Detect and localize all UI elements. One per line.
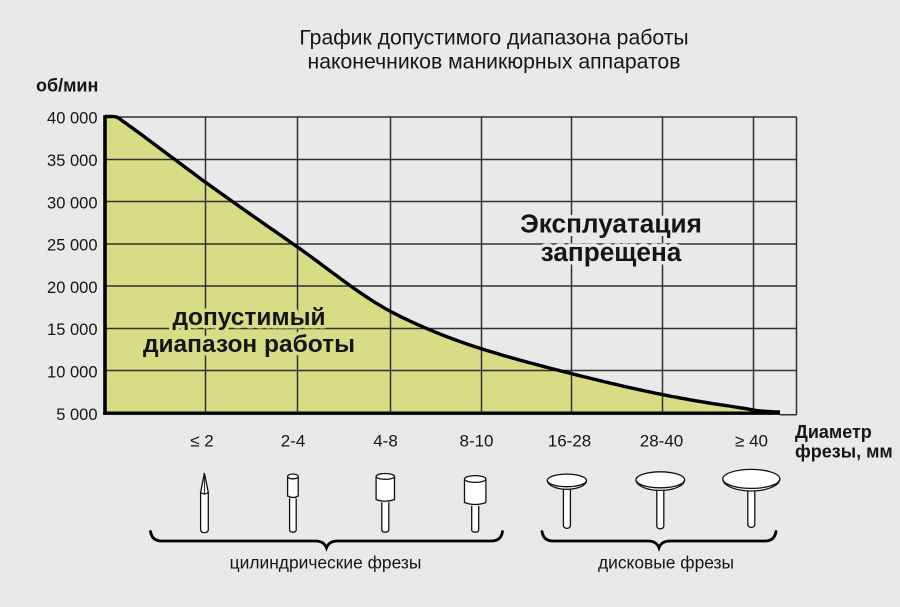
svg-text:наконечников маникюрных аппара: наконечников маникюрных аппаратов (308, 51, 681, 74)
svg-text:5 000: 5 000 (56, 406, 97, 424)
svg-text:Диаметр: Диаметр (795, 422, 872, 442)
svg-text:20 000: 20 000 (47, 279, 97, 297)
svg-text:График допустимого диапазона р: График допустимого диапазона работы (299, 27, 688, 50)
svg-text:об/мин: об/мин (36, 76, 98, 96)
svg-text:Эксплуатация: Эксплуатация (520, 209, 702, 239)
svg-text:запрещена: запрещена (541, 237, 682, 267)
svg-text:40 000: 40 000 (47, 110, 97, 128)
svg-text:25 000: 25 000 (47, 237, 97, 255)
svg-text:16-28: 16-28 (548, 432, 591, 451)
svg-text:цилиндрические фрезы: цилиндрические фрезы (230, 553, 422, 573)
svg-text:≥ 40: ≥ 40 (735, 432, 768, 451)
svg-text:35 000: 35 000 (47, 152, 97, 170)
svg-text:дисковые фрезы: дисковые фрезы (598, 553, 734, 573)
svg-text:4-8: 4-8 (373, 432, 398, 451)
svg-text:≤ 2: ≤ 2 (190, 432, 214, 451)
svg-text:30 000: 30 000 (47, 194, 97, 212)
svg-text:28-40: 28-40 (640, 432, 683, 451)
svg-text:фрезы, мм: фрезы, мм (795, 442, 893, 462)
svg-text:диапазон работы: диапазон работы (143, 331, 355, 358)
svg-text:допустимый: допустимый (172, 304, 325, 331)
svg-text:2-4: 2-4 (281, 432, 306, 451)
svg-text:8-10: 8-10 (459, 432, 493, 451)
svg-text:10 000: 10 000 (47, 364, 97, 382)
svg-text:15 000: 15 000 (47, 321, 97, 339)
